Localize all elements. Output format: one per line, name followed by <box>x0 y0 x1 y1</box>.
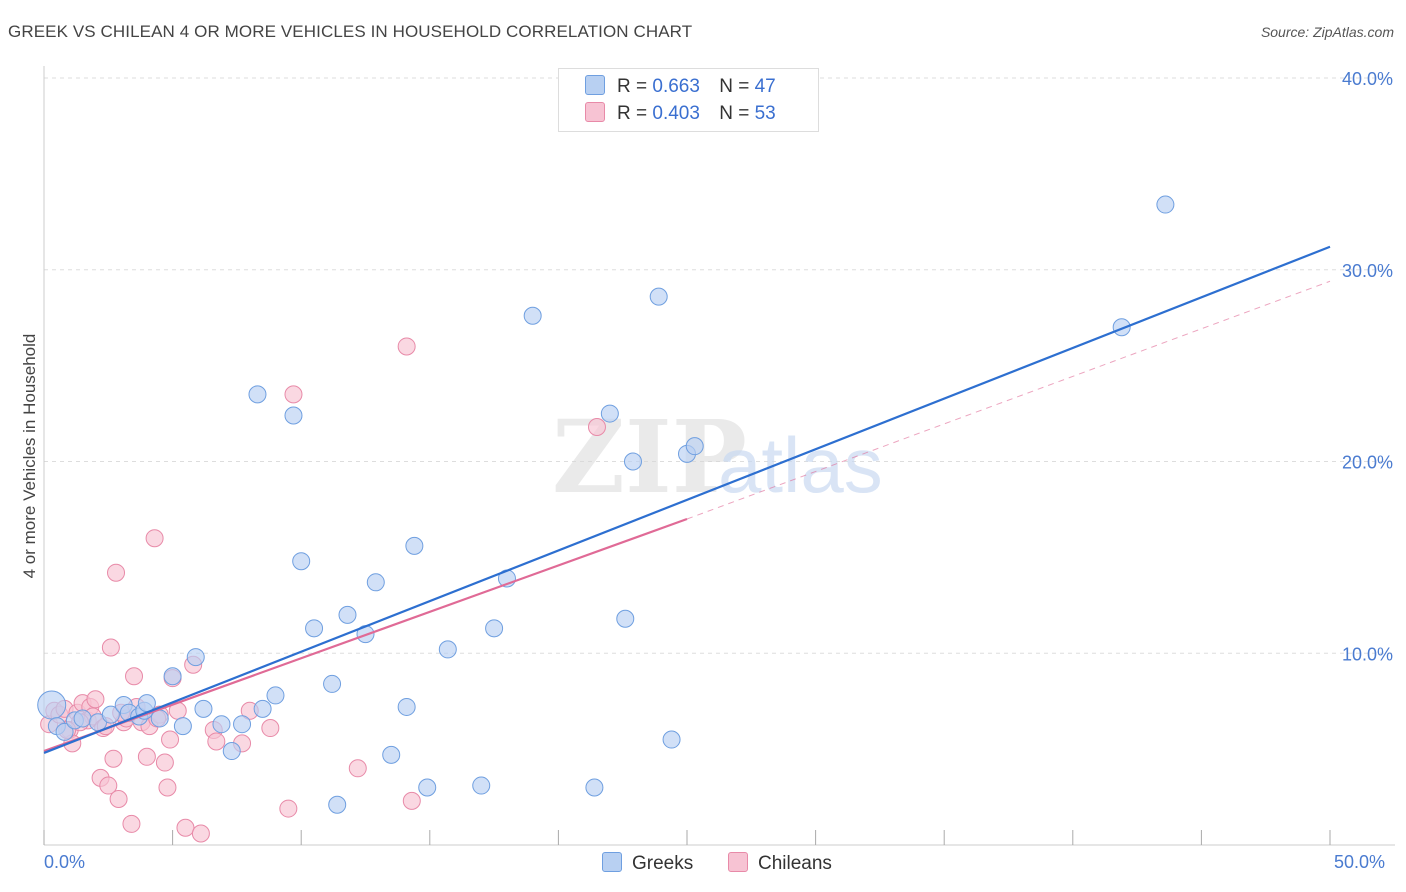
legend-row-greeks: R = 0.663 N = 47 <box>585 75 776 98</box>
greeks-point <box>338 605 357 624</box>
x-tick-label-max: 50.0% <box>1334 852 1386 872</box>
greeks-n-value: 47 <box>754 76 776 97</box>
greeks-point <box>472 776 491 795</box>
greeks-point <box>438 640 457 659</box>
greeks-swatch-icon <box>585 75 605 95</box>
bottom-legend-greeks: Greeks <box>602 852 693 875</box>
chileans-r-value: 0.403 <box>652 103 700 124</box>
greeks-point <box>253 699 272 718</box>
chileans-n-label: N = <box>719 103 750 124</box>
y-tick-label: 10.0% <box>1342 644 1393 664</box>
chileans-point <box>402 791 421 810</box>
x-tick-label-min: 0.0% <box>44 852 86 872</box>
watermark-atlas: atlas <box>718 421 883 509</box>
greeks-legend-icon <box>602 852 622 872</box>
greeks-point <box>73 709 92 728</box>
chileans-n-value: 53 <box>754 103 776 124</box>
chileans-legend-icon <box>728 852 748 872</box>
greeks-point <box>405 536 424 555</box>
chileans-point <box>125 667 144 686</box>
chileans-point <box>191 824 210 843</box>
chileans-point <box>158 778 177 797</box>
chileans-swatch-icon <box>585 102 605 122</box>
greeks-point <box>186 648 205 667</box>
bottom-legend-chileans: Chileans <box>728 852 832 875</box>
chileans-point <box>207 732 226 751</box>
greeks-point <box>233 715 252 734</box>
greeks-trend-line <box>43 245 1331 754</box>
greeks-point <box>623 452 642 471</box>
greeks-point <box>248 385 267 404</box>
greeks-point <box>382 745 401 764</box>
greeks-point <box>616 609 635 628</box>
greeks-point <box>212 715 231 734</box>
y-tick-label: 40.0% <box>1342 69 1393 89</box>
chileans-point <box>86 690 105 709</box>
greeks-r-label: R = <box>617 76 648 97</box>
greeks-point <box>101 705 120 724</box>
greeks-point <box>649 287 668 306</box>
chileans-point <box>145 529 164 548</box>
greeks-n-label: N = <box>719 76 750 97</box>
chileans-trend-extension <box>686 280 1331 520</box>
chileans-point <box>261 719 280 738</box>
chileans-point <box>176 818 195 837</box>
greeks-point <box>1156 195 1175 214</box>
chileans-point <box>101 638 120 657</box>
correlation-legend: R = 0.663 N = 47 R = 0.403 N = 53 <box>558 68 819 132</box>
greeks-point <box>600 404 619 423</box>
chileans-point <box>348 759 367 778</box>
greeks-point <box>194 699 213 718</box>
chileans-point <box>155 753 174 772</box>
greeks-point <box>662 730 681 749</box>
greeks-point <box>173 717 192 736</box>
chileans-point <box>109 789 128 808</box>
greeks-point <box>397 697 416 716</box>
chileans-point <box>104 749 123 768</box>
chileans-point <box>397 337 416 356</box>
y-tick-label: 30.0% <box>1342 261 1393 281</box>
greeks-legend-label: Greeks <box>632 853 694 874</box>
greeks-point <box>685 437 704 456</box>
greeks-point <box>523 306 542 325</box>
chart-title: GREEK VS CHILEAN 4 OR MORE VEHICLES IN H… <box>8 22 693 41</box>
greeks-point <box>55 722 74 741</box>
watermark-zip: ZIP <box>552 398 747 516</box>
greeks-point <box>485 619 504 638</box>
chileans-trend-line <box>43 517 688 753</box>
legend-row-chileans: R = 0.403 N = 53 <box>585 102 776 125</box>
chileans-point <box>107 563 126 582</box>
source-credit: Source: ZipAtlas.com <box>1260 24 1394 40</box>
greeks-point <box>366 573 385 592</box>
y-tick-label: 20.0% <box>1342 453 1393 473</box>
chileans-point <box>99 776 118 795</box>
greeks-point <box>292 552 311 571</box>
greeks-point <box>323 674 342 693</box>
chileans-point <box>284 385 303 404</box>
chileans-point <box>161 730 180 749</box>
chileans-point <box>137 747 156 766</box>
greeks-r-value: 0.663 <box>652 76 700 97</box>
greeks-point <box>222 742 241 761</box>
chileans-point <box>587 417 606 436</box>
chileans-r-label: R = <box>617 103 648 124</box>
greeks-point <box>328 795 347 814</box>
greeks-point <box>418 778 437 797</box>
greeks-point <box>266 686 285 705</box>
greeks-point <box>284 406 303 425</box>
chileans-point <box>122 814 141 833</box>
greeks-point <box>163 667 182 686</box>
greeks-point <box>37 690 67 720</box>
chileans-legend-label: Chileans <box>758 853 832 874</box>
chileans-point <box>279 799 298 818</box>
greeks-point <box>305 619 324 638</box>
greeks-point <box>585 778 604 797</box>
